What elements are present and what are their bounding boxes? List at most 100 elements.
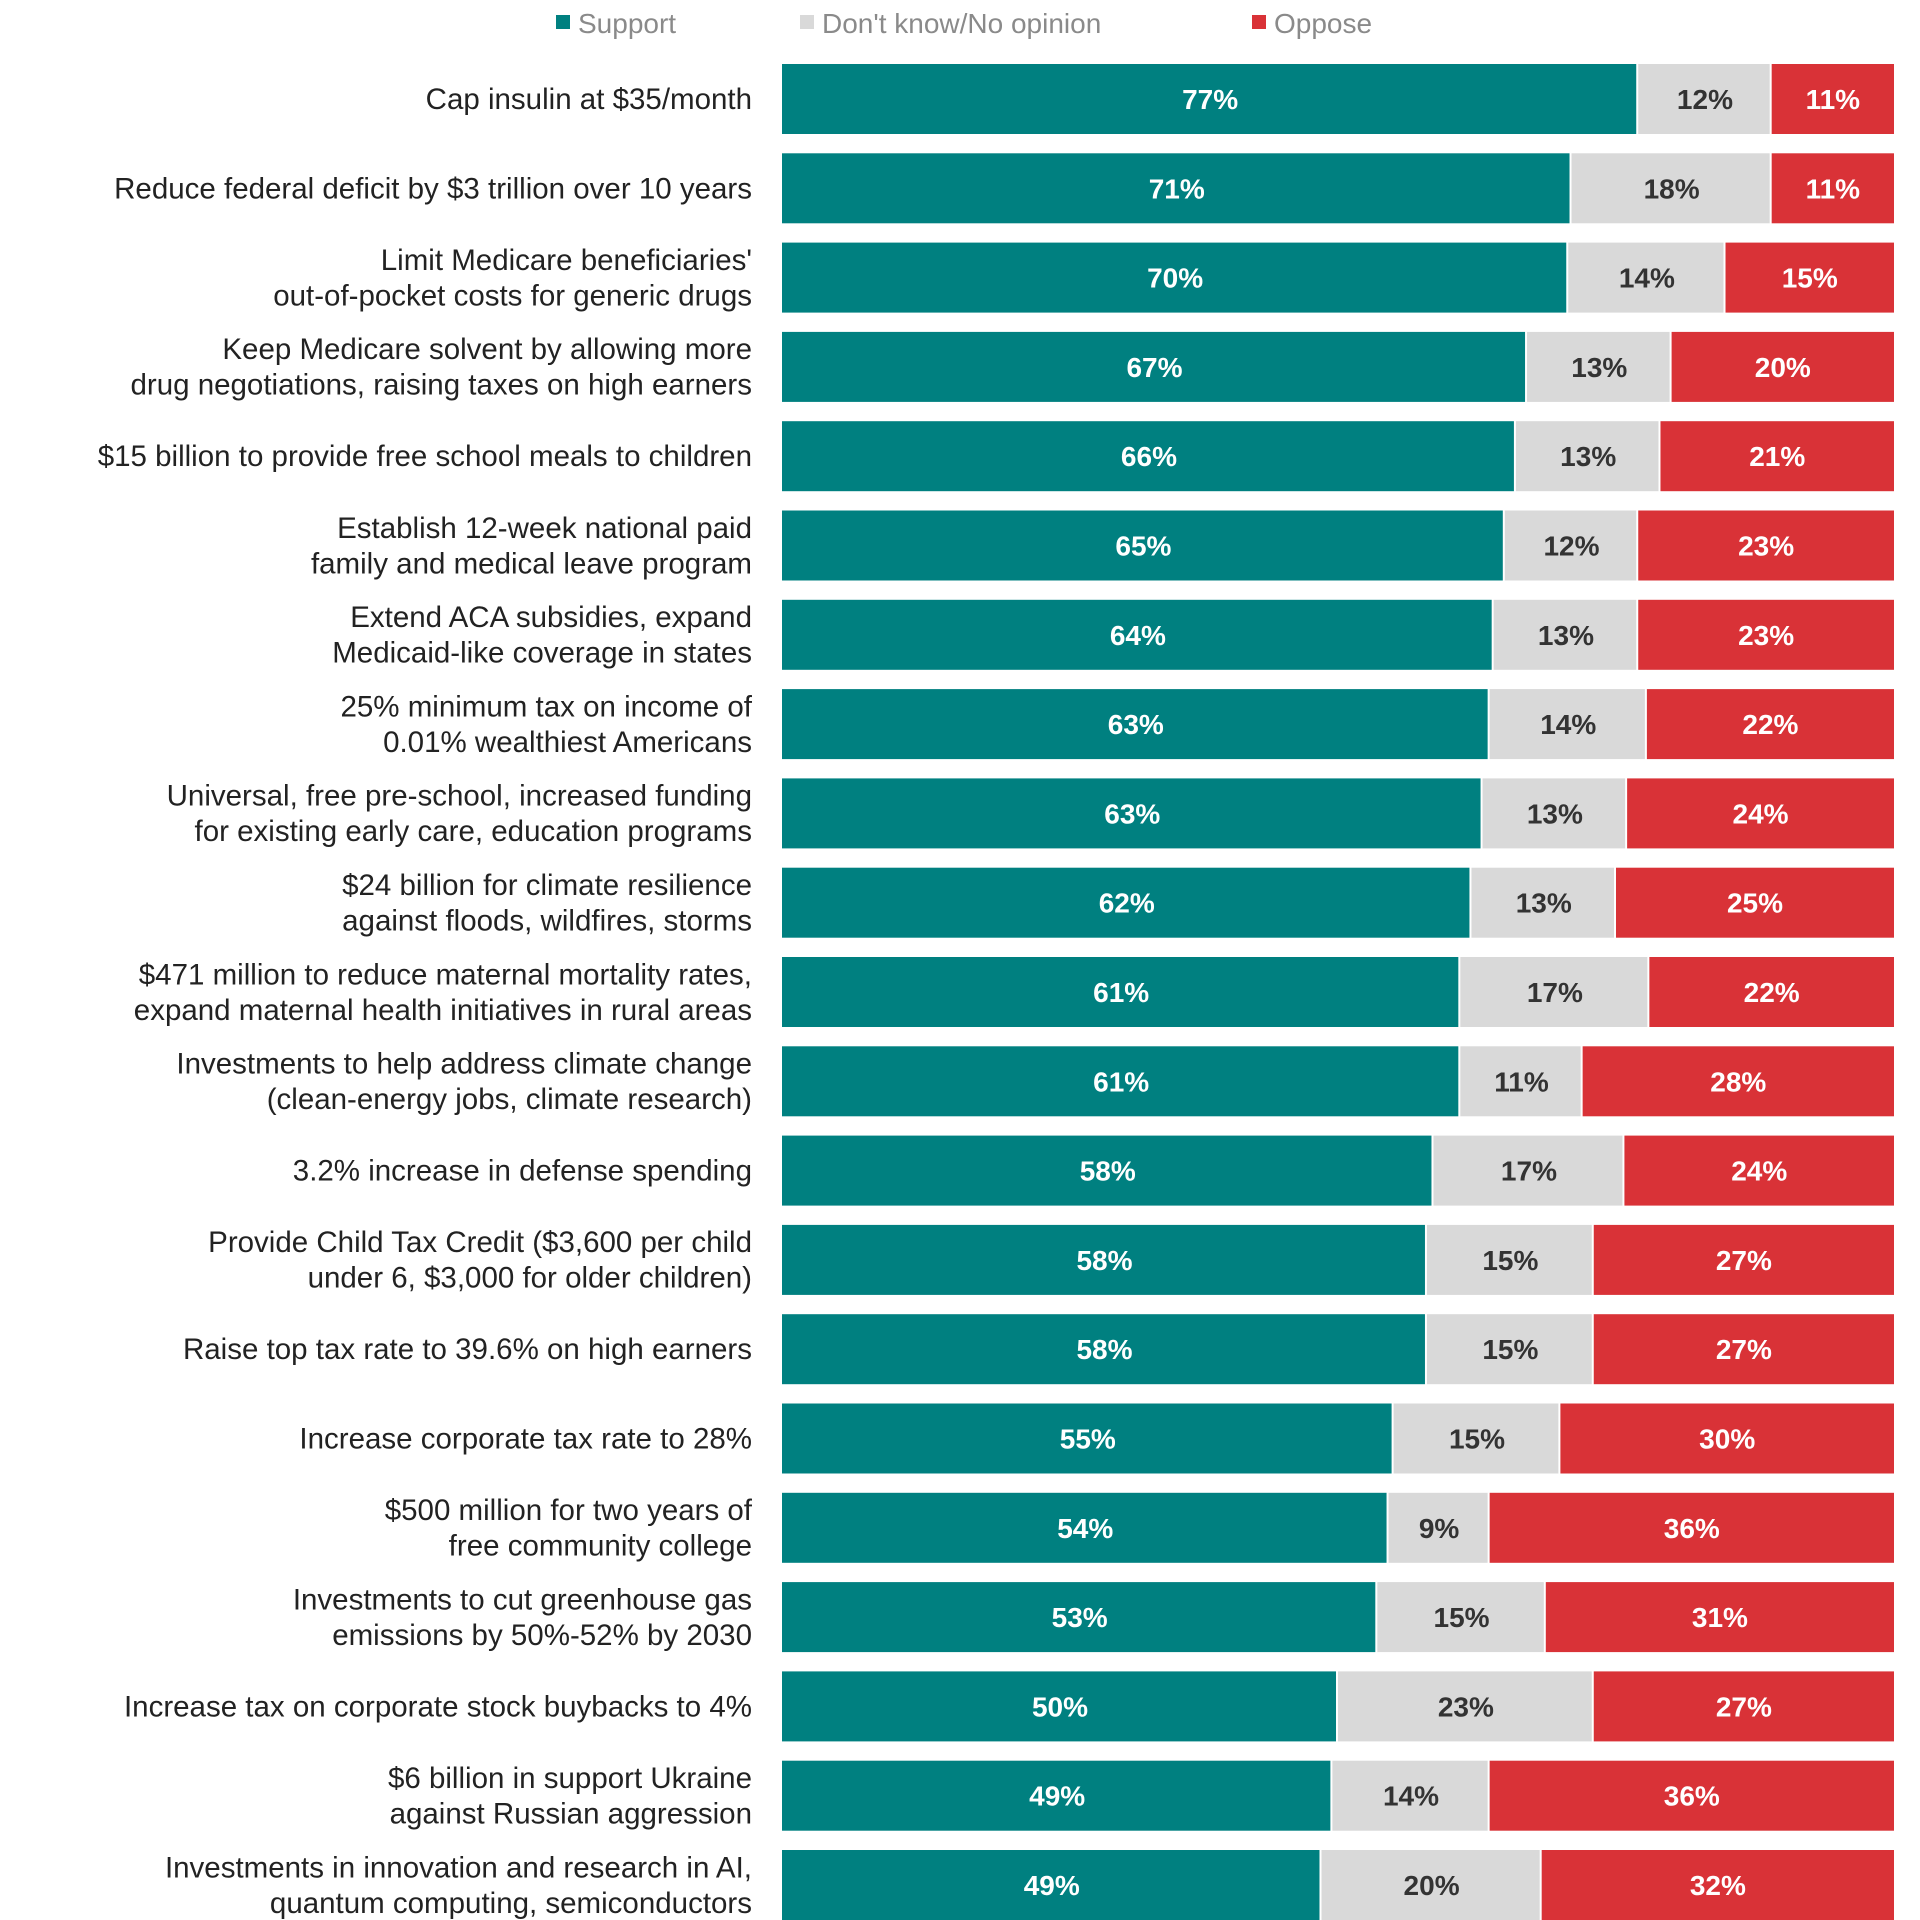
bar-segment-don-t-know-no-opinion — [1460, 1046, 1581, 1117]
bar-row: 53% 15% 31% — [782, 1582, 1894, 1653]
bar-segment-don-t-know-no-opinion — [1489, 689, 1645, 760]
bar-row: 49% 20% 32% — [782, 1850, 1894, 1920]
data-label-don-t-know-no-opinion: 15% — [1434, 1602, 1490, 1633]
bar-segment-don-t-know-no-opinion — [1460, 957, 1648, 1027]
data-label-support: 61% — [1093, 1066, 1149, 1097]
bar-segment-oppose — [1771, 153, 1894, 224]
data-label-don-t-know-no-opinion: 14% — [1619, 263, 1675, 294]
data-label-don-t-know-no-opinion: 13% — [1571, 352, 1627, 383]
data-label-oppose: 20% — [1755, 352, 1811, 383]
bar-segment-oppose — [1560, 1403, 1894, 1474]
category-label: Keep Medicare solvent by allowing more dr… — [130, 333, 752, 402]
data-label-oppose: 36% — [1664, 1781, 1720, 1812]
bar-segment-support — [782, 778, 1481, 849]
data-label-don-t-know-no-opinion: 15% — [1482, 1245, 1538, 1276]
bar-segment-oppose — [1582, 1046, 1894, 1117]
data-label-support: 77% — [1182, 84, 1238, 115]
data-label-support: 58% — [1076, 1334, 1132, 1365]
bar-segment-oppose — [1725, 242, 1894, 313]
data-label-support: 58% — [1076, 1245, 1132, 1276]
bar-row: 64% 13% 23% — [782, 599, 1894, 670]
data-label-oppose: 24% — [1733, 798, 1789, 829]
data-label-oppose: 30% — [1699, 1424, 1755, 1455]
category-label: Provide Child Tax Credit ($3,600 per chi… — [208, 1226, 752, 1295]
data-label-oppose: 21% — [1749, 441, 1805, 472]
category-label: Increase corporate tax rate to 28% — [299, 1423, 752, 1456]
bar-segment-oppose — [1624, 1135, 1894, 1206]
legend-label-don-t-know-no-opinion: Don't know/No opinion — [822, 8, 1101, 39]
bar-segment-support — [782, 1224, 1425, 1295]
data-label-oppose: 11% — [1806, 84, 1861, 115]
category-label: $15 billion to provide free school meals… — [98, 440, 752, 473]
bar-segment-don-t-know-no-opinion — [1482, 778, 1626, 849]
data-label-don-t-know-no-opinion: 17% — [1527, 977, 1583, 1008]
category-label: $24 billion for climate resilience agains… — [342, 869, 752, 938]
bar-segment-oppose — [1646, 689, 1894, 760]
bar-row: 49% 14% 36% — [782, 1760, 1894, 1831]
data-label-support: 53% — [1052, 1602, 1108, 1633]
data-label-don-t-know-no-opinion: 9% — [1419, 1513, 1460, 1544]
bar-row: 77% 12% 11% — [782, 64, 1894, 134]
data-label-oppose: 27% — [1716, 1691, 1772, 1722]
data-label-support: 63% — [1104, 798, 1160, 829]
bar-row: 70% 14% 15% — [782, 242, 1894, 313]
bar-segment-don-t-know-no-opinion — [1568, 242, 1724, 313]
category-label: Reduce federal deficit by $3 trillion ov… — [114, 172, 752, 205]
data-label-don-t-know-no-opinion: 13% — [1516, 888, 1572, 919]
bar-segment-support — [782, 153, 1570, 224]
data-label-oppose: 25% — [1727, 888, 1783, 919]
bar-row: 58% 15% 27% — [782, 1314, 1894, 1385]
data-label-don-t-know-no-opinion: 23% — [1438, 1691, 1494, 1722]
legend-swatch-support — [556, 15, 570, 29]
bar-segment-don-t-know-no-opinion — [1515, 421, 1659, 492]
category-label: Limit Medicare beneficiaries' out-of-pock… — [273, 244, 752, 313]
data-label-support: 50% — [1032, 1691, 1088, 1722]
data-label-support: 54% — [1057, 1513, 1113, 1544]
category-label: $471 million to reduce maternal mortalit… — [134, 958, 752, 1027]
category-label: $500 million for two years of free commun… — [385, 1494, 753, 1563]
data-label-support: 67% — [1126, 352, 1182, 383]
category-label: Investments in innovation and research i… — [165, 1851, 752, 1920]
bar-row: 61% 11% 28% — [782, 1046, 1894, 1117]
data-label-support: 55% — [1060, 1424, 1116, 1455]
data-label-oppose: 32% — [1690, 1870, 1746, 1901]
data-label-oppose: 28% — [1710, 1066, 1766, 1097]
bar-segment-oppose — [1660, 421, 1894, 492]
bar-segment-oppose — [1541, 1850, 1894, 1920]
category-label: Increase tax on corporate stock buybacks… — [124, 1690, 752, 1723]
bar-segment-support — [782, 1582, 1376, 1653]
bar-segment-don-t-know-no-opinion — [1493, 599, 1637, 670]
category-label: Investments to help address climate chan… — [176, 1048, 752, 1117]
bar-segment-don-t-know-no-opinion — [1471, 867, 1614, 938]
data-label-oppose: 27% — [1716, 1334, 1772, 1365]
bar-segment-oppose — [1545, 1582, 1894, 1653]
bar-segment-don-t-know-no-opinion — [1321, 1850, 1540, 1920]
bar-row: 55% 15% 30% — [782, 1403, 1894, 1474]
bar-segment-don-t-know-no-opinion — [1527, 331, 1670, 402]
data-label-don-t-know-no-opinion: 20% — [1404, 1870, 1460, 1901]
bar-segment-don-t-know-no-opinion — [1638, 64, 1770, 134]
data-label-don-t-know-no-opinion: 15% — [1449, 1424, 1505, 1455]
legend-label-support: Support — [578, 8, 676, 39]
bar-segment-don-t-know-no-opinion — [1338, 1671, 1592, 1742]
bar-segment-support — [782, 1403, 1392, 1474]
bar-segment-support — [782, 1850, 1320, 1920]
data-label-don-t-know-no-opinion: 15% — [1482, 1334, 1538, 1365]
bar-segment-oppose — [1771, 64, 1894, 134]
data-label-don-t-know-no-opinion: 13% — [1560, 441, 1616, 472]
bar-segment-support — [782, 1492, 1387, 1563]
bar-row: 63% 13% 24% — [782, 778, 1894, 849]
data-label-oppose: 23% — [1738, 620, 1794, 651]
bar-segment-oppose — [1489, 1760, 1894, 1831]
bar-row: 71% 18% 11% — [782, 153, 1894, 224]
bar-segment-support — [782, 421, 1514, 492]
data-label-support: 64% — [1110, 620, 1166, 651]
data-label-oppose: 27% — [1716, 1245, 1772, 1276]
legend-swatch-oppose — [1252, 15, 1266, 29]
bar-segment-support — [782, 1671, 1336, 1742]
legend-label-oppose: Oppose — [1274, 8, 1372, 39]
data-label-support: 58% — [1080, 1156, 1136, 1187]
bar-segment-oppose — [1489, 1492, 1894, 1563]
category-label: Investments to cut greenhouse gas emissio… — [293, 1583, 752, 1652]
